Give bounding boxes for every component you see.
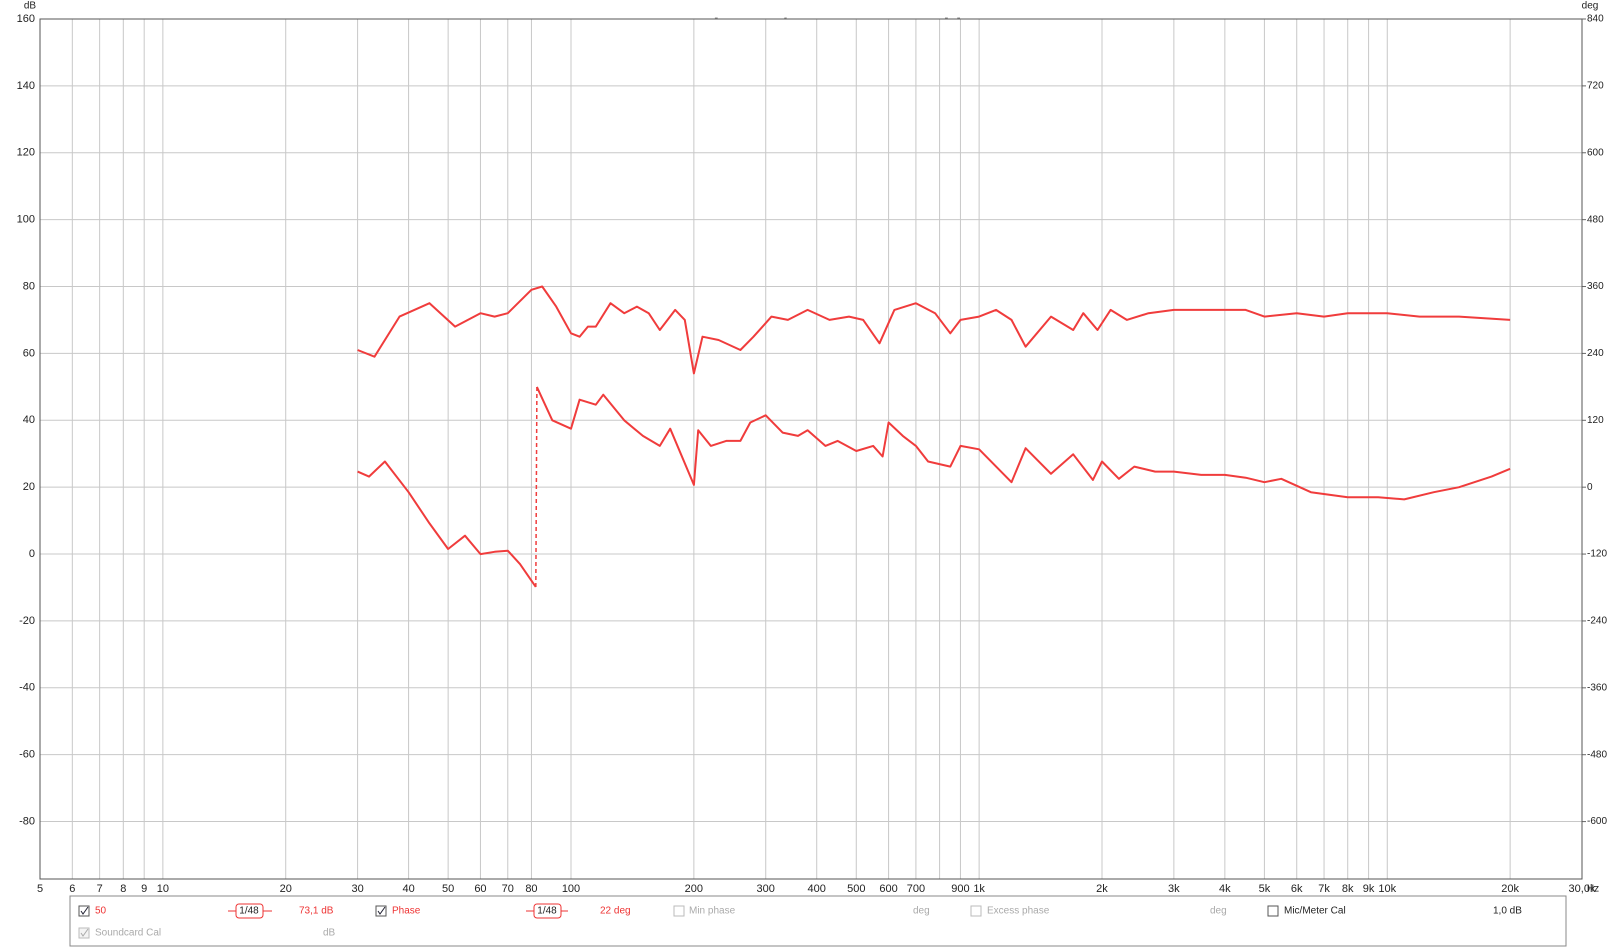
x-tick-label: 2k [1096,883,1108,895]
series-line [357,285,1511,375]
y2-tick-label: 480 [1587,214,1604,225]
soundcard-cal-label: Soundcard Cal [95,928,161,939]
plot-border [39,18,1583,880]
y2-tick-label: -600 [1587,816,1607,827]
x-tick-label: 50 [442,883,454,895]
plot-area [40,19,1582,879]
smoothing-button[interactable] [533,903,562,919]
y-tick-label: -20 [19,615,35,627]
x-tick-label: 500 [847,883,865,895]
y-tick-label: 0 [29,548,35,560]
series-line [535,386,1511,501]
x-tick-label: 7k [1318,883,1330,895]
legend-box [69,895,1567,947]
x-tick-label: 200 [685,883,703,895]
min-phase-unit: deg [913,906,930,917]
y-axis-label: dB [24,1,37,12]
y-tick-label: 140 [17,80,35,92]
y2-tick-label: 360 [1587,281,1604,292]
y-tick-label: 80 [23,280,35,292]
x-tick-label: 700 [907,883,925,895]
checkbox[interactable] [78,905,90,917]
soundcard-cal-unit: dB [323,928,336,939]
x-tick-label: 9 [141,883,147,895]
y2-tick-label: -240 [1587,616,1607,627]
x-tick-label: 40 [402,883,414,895]
smoothing-label: 1/48 [239,906,259,917]
check-mark [377,906,386,915]
y-tick-label: 120 [17,147,35,159]
spl-readout: 73,1 dB [299,906,334,917]
x-tick-label: 300 [757,883,775,895]
mic-cal-value: 1,0 dB [1493,906,1522,917]
excess-phase-label: Excess phase [987,906,1050,917]
y-tick-label: 100 [17,214,35,226]
x-tick-label: 30,0k [1569,883,1596,895]
y-tick-label: 20 [23,481,35,493]
y-tick-label: -60 [19,749,35,761]
x-tick-label: 10k [1378,883,1396,895]
y2-tick-label: 240 [1587,348,1604,359]
checkbox[interactable] [970,905,982,917]
x-tick-label: 8 [120,883,126,895]
x-tick-label: 6k [1291,883,1303,895]
checkbox[interactable] [375,905,387,917]
x-tick-label: 3k [1168,883,1180,895]
series-line [357,460,537,588]
y-tick-label: 160 [17,13,35,25]
x-tick-label: 5k [1259,883,1271,895]
y2-tick-label: 0 [1587,482,1593,493]
y2-tick-label: 120 [1587,415,1604,426]
y2-tick-label: -360 [1587,682,1607,693]
check-mark [80,906,89,915]
y2-tick-label: 840 [1587,14,1604,25]
x-tick-label: 400 [808,883,826,895]
y2-tick-label: -480 [1587,749,1607,760]
checkbox[interactable] [78,927,90,939]
x-tick-label: 30 [351,883,363,895]
x-tick-label: 6 [69,883,75,895]
y-tick-label: 40 [23,414,35,426]
check-mark [80,928,89,937]
checkbox[interactable] [1267,905,1279,917]
x-tick-label: 4k [1219,883,1231,895]
y-tick-label: -40 [19,682,35,694]
phase-readout: 22 deg [600,906,631,917]
x-tick-label: 20k [1501,883,1519,895]
x-tick-label: 10 [157,883,169,895]
smoothing-label: 1/48 [537,906,557,917]
y-tick-label: 60 [23,347,35,359]
smoothing-button[interactable] [235,903,264,919]
legend-entry: 50 [95,906,107,917]
x-tick-label: 7 [97,883,103,895]
x-tick-label: 100 [562,883,580,895]
y2-tick-label: -120 [1587,549,1607,560]
x-tick-label: 900 [951,883,969,895]
legend-panel: 50 1/48 73,1 dB Phase 1/48 22 deg Min ph… [69,895,1567,947]
x-tick-label: 20 [280,883,292,895]
legend-entry: Phase [392,906,421,917]
y2-tick-label: 720 [1587,81,1604,92]
x-tick-label: 9k [1363,883,1375,895]
mic-cal-label: Mic/Meter Cal [1284,906,1346,917]
x-tick-label: 600 [879,883,897,895]
x-tick-label: 8k [1342,883,1354,895]
checkbox[interactable] [673,905,685,917]
x-tick-label: 70 [502,883,514,895]
x-tick-label: 1k [973,883,985,895]
x-tick-label: 60 [474,883,486,895]
y2-axis-label: deg [1582,1,1599,12]
y-tick-label: -80 [19,815,35,827]
phase-wrap [535,386,538,587]
min-phase-label: Min phase [689,906,736,917]
x-axis-unit: Hz [1587,884,1599,895]
excess-phase-unit: deg [1210,906,1227,917]
x-tick-label: 80 [525,883,537,895]
x-tick-label: 5 [37,883,43,895]
y2-tick-label: 600 [1587,147,1604,158]
